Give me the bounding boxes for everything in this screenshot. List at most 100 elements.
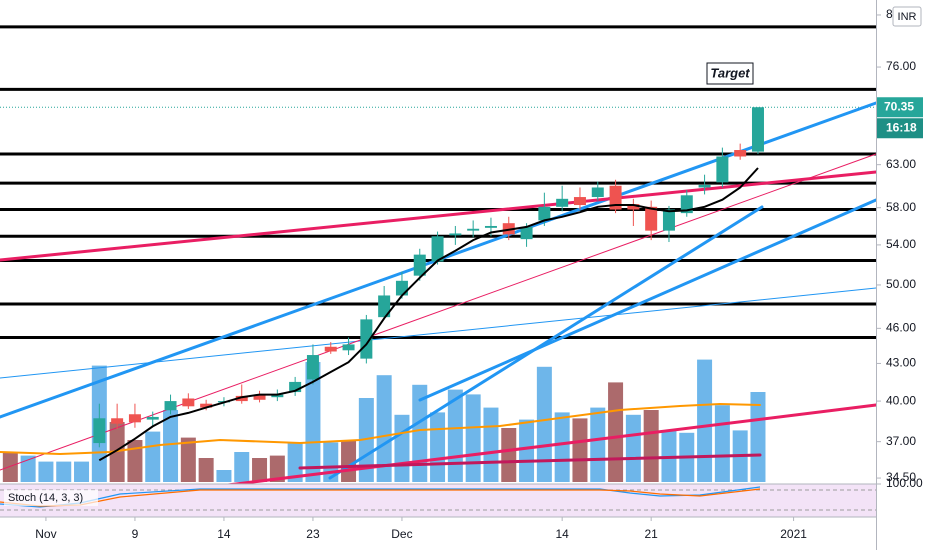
volume-ma-line [298, 453, 762, 470]
candle-body [306, 355, 319, 380]
volume-bar [625, 414, 641, 482]
candle-body [253, 394, 266, 400]
volume-bar [430, 412, 446, 482]
candle-body [271, 394, 284, 398]
volume-bar [608, 382, 624, 482]
x-tick-label: Nov [35, 527, 56, 541]
x-tick-label: 9 [132, 527, 139, 541]
trend-line [0, 170, 878, 262]
candle-body [93, 418, 106, 444]
axis-layer: 84.0076.0063.0058.0054.0050.0046.0043.00… [35, 7, 923, 541]
y-tick-label: 40.00 [886, 393, 916, 407]
volume-bar [163, 410, 179, 482]
y-tick-label: 43.00 [886, 356, 916, 370]
indicator-label-box [4, 490, 98, 506]
volume-bar [590, 407, 606, 482]
y-tick-label: 34.50 [886, 470, 916, 484]
candle-body [645, 206, 658, 231]
candle-body [324, 346, 337, 352]
candle-body [751, 107, 764, 152]
ema-layer [98, 167, 759, 462]
x-tick-label: 14 [217, 527, 231, 541]
volume-bar [305, 362, 321, 482]
volume-bar [572, 418, 588, 482]
y-tick-label: 37.00 [886, 434, 916, 448]
volume-bar [697, 359, 713, 482]
candle-body [680, 195, 693, 214]
volume-bar [198, 458, 214, 482]
y-tick-label: 50.00 [886, 277, 916, 291]
indicator-label: Stoch (14, 3, 3) [8, 492, 83, 504]
countdown: 16:18 [886, 120, 917, 134]
candle-body [378, 295, 391, 318]
candle-body [556, 198, 569, 207]
volume-bar [56, 461, 72, 482]
candle-body [449, 233, 462, 236]
candle-body [573, 197, 586, 206]
last-price-badge [877, 97, 923, 118]
volume-bar [536, 366, 552, 482]
volume-bar [750, 392, 766, 482]
x-tick-label: 21 [644, 527, 658, 541]
y-tick-label: 54.00 [886, 237, 916, 251]
x-tick-label: 14 [555, 527, 569, 541]
y-tick-label: 100.00 [886, 476, 923, 490]
y-tick-label: 63.00 [886, 157, 916, 171]
volume-bar [341, 440, 357, 482]
volume-ma-line [0, 402, 761, 456]
volume-bar [269, 455, 285, 482]
volume-bar [127, 440, 143, 482]
candle-body [200, 403, 213, 408]
volume-bar [252, 458, 268, 482]
volume-bar [180, 437, 196, 482]
trend-line [0, 153, 877, 471]
trend-line [218, 403, 878, 488]
volume-bar [2, 452, 18, 482]
currency-badge[interactable] [892, 6, 922, 27]
volume-bar [38, 461, 54, 482]
volume-bar [376, 375, 392, 482]
candle-body [662, 209, 675, 231]
y-tick-label: 46.00 [886, 321, 916, 335]
candle-body [342, 344, 355, 351]
currency: INR [898, 11, 917, 23]
volume-bar [483, 407, 499, 482]
x-tick-label: 2021 [780, 527, 807, 541]
volume-bar [501, 428, 517, 482]
candle-body [235, 395, 248, 402]
candle-body [182, 398, 195, 407]
volume-bar [714, 405, 730, 482]
candle-body [484, 225, 497, 228]
candle-body [111, 418, 124, 424]
volume-bar [287, 442, 303, 482]
candle-body [128, 414, 141, 423]
x-tick-label: 23 [306, 527, 320, 541]
candle-body [538, 206, 551, 221]
x-tick-label: Dec [391, 527, 412, 541]
volume-bar [412, 384, 428, 482]
drawings [0, 101, 878, 488]
last-price-label: 70.35 [884, 99, 914, 113]
candle-body [716, 156, 729, 183]
candle-body [627, 204, 640, 210]
volume-bar [643, 410, 659, 482]
volume-bar [519, 419, 535, 482]
volume-bar [234, 452, 250, 482]
ema-line [98, 167, 759, 462]
volume-bar [394, 414, 410, 482]
volume-bar [465, 394, 481, 482]
countdown-badge [877, 118, 923, 139]
candle-body [164, 401, 177, 411]
candle-body [609, 185, 622, 210]
annotation: Target [710, 65, 750, 80]
volume-bar [74, 461, 90, 482]
trend-line [0, 287, 877, 379]
volume-bar [20, 455, 36, 482]
candle-body [289, 381, 302, 393]
levels-layer [0, 25, 876, 339]
candle-body [698, 184, 711, 188]
candle-body [734, 150, 747, 157]
candle-body [591, 187, 604, 198]
volume-bar [554, 412, 570, 482]
